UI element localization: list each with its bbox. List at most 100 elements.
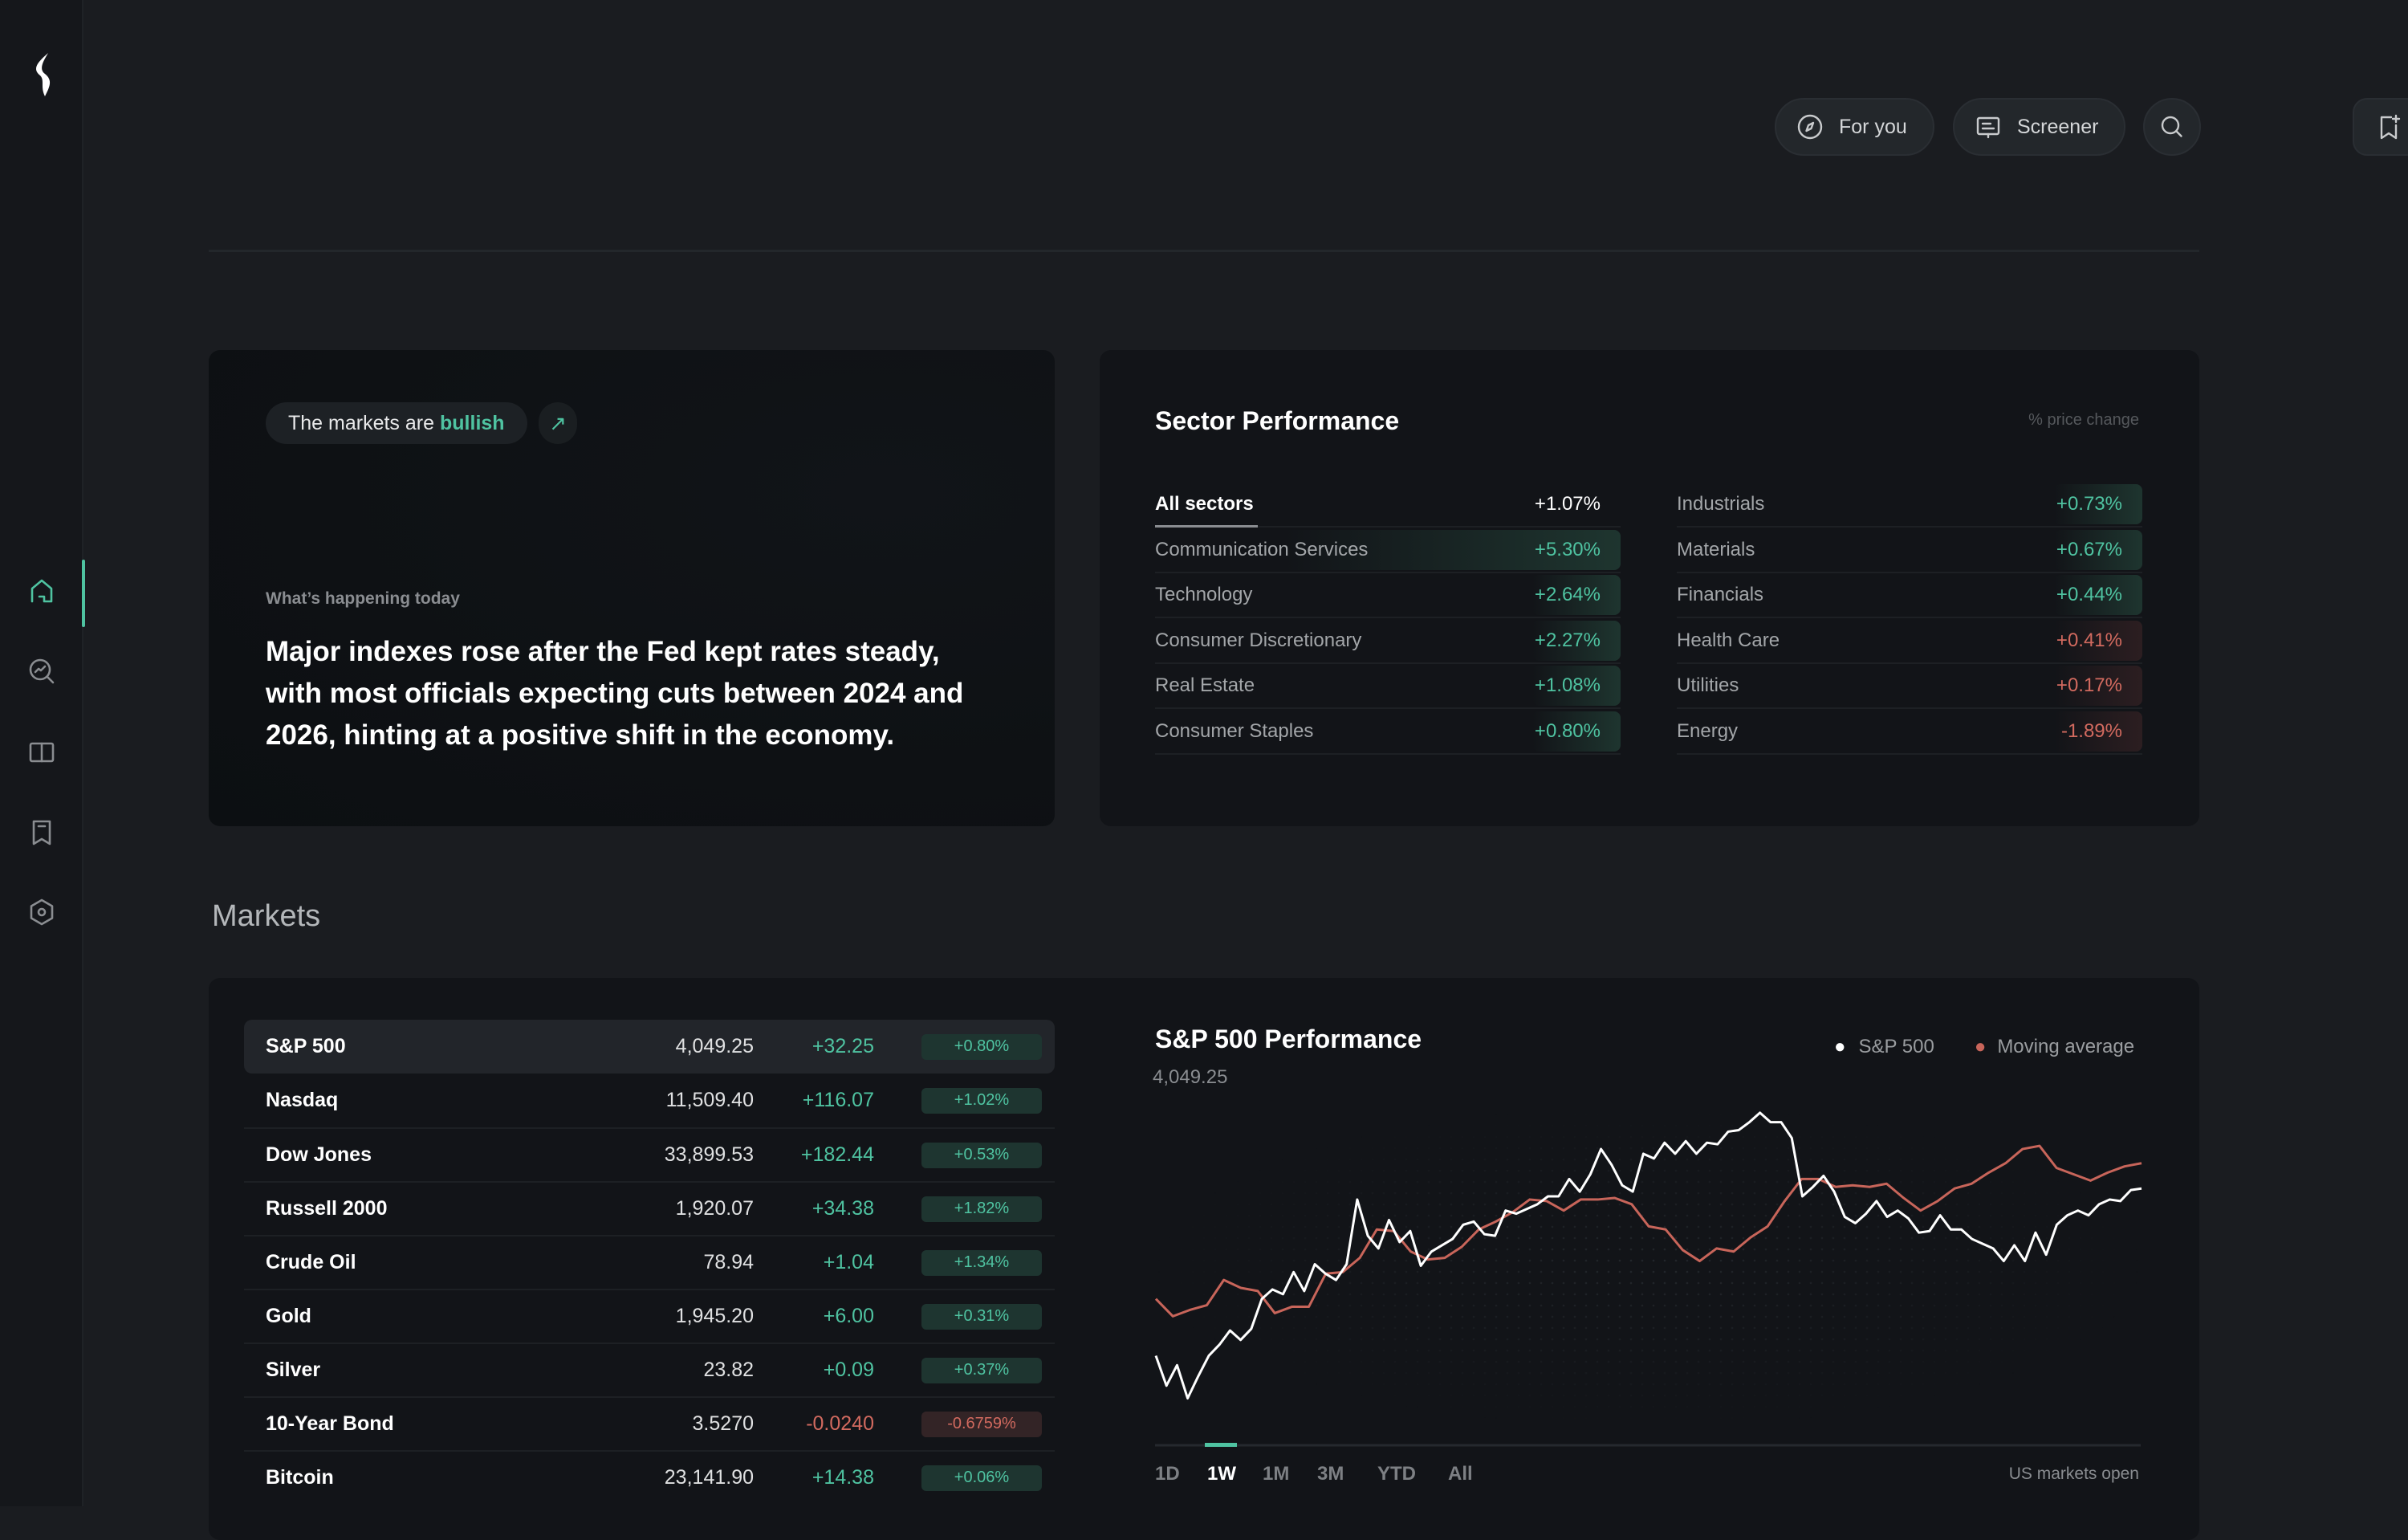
sentiment-tag[interactable]: The markets are bullish bbox=[266, 402, 527, 444]
home-icon bbox=[31, 579, 53, 603]
sector-value: +5.30% bbox=[1534, 538, 1601, 560]
market-row[interactable]: Crude Oil 78.94 +1.04 +1.34% bbox=[244, 1235, 1055, 1289]
market-name: Russell 2000 bbox=[266, 1197, 388, 1220]
market-change: +116.07 bbox=[802, 1089, 874, 1111]
range-tab[interactable]: 1W bbox=[1207, 1463, 1236, 1485]
market-row[interactable]: Nasdaq 11,509.40 +116.07 +1.02% bbox=[244, 1074, 1055, 1127]
sector-value: -1.89% bbox=[2060, 719, 2122, 742]
sector-bar bbox=[2054, 711, 2142, 752]
nav-learn[interactable] bbox=[24, 735, 59, 770]
market-row[interactable]: Bitcoin 23,141.90 +14.38 +0.06% bbox=[244, 1450, 1055, 1504]
market-percent-badge: +0.80% bbox=[921, 1033, 1042, 1060]
sp500-line-chart[interactable] bbox=[0, 0, 2408, 1506]
sector-bar bbox=[1532, 666, 1621, 706]
bookmark-add-icon bbox=[2380, 114, 2401, 140]
sector-bar bbox=[2054, 575, 2142, 615]
sector-value: +0.17% bbox=[2056, 674, 2122, 696]
sector-bar bbox=[2054, 484, 2142, 524]
screener-button[interactable]: Screener bbox=[1953, 98, 2126, 156]
market-price: 11,509.40 bbox=[665, 1089, 754, 1111]
legend-label: S&P 500 bbox=[1858, 1036, 1934, 1057]
sentiment-prefix: The markets are bbox=[288, 411, 435, 434]
sector-name: Utilities bbox=[1677, 674, 1739, 696]
market-percent-badge: +1.34% bbox=[921, 1249, 1042, 1276]
sector-value: +0.41% bbox=[2056, 629, 2122, 651]
range-tab[interactable]: All bbox=[1448, 1463, 1473, 1485]
market-change: -0.0240 bbox=[806, 1412, 874, 1435]
sector-bar bbox=[1532, 575, 1621, 615]
market-name: S&P 500 bbox=[266, 1035, 346, 1057]
market-row[interactable]: Silver 23.82 +0.09 +0.37% bbox=[244, 1342, 1055, 1396]
bookmark-icon bbox=[32, 820, 51, 845]
market-change: +14.38 bbox=[811, 1466, 874, 1489]
market-price: 3.5270 bbox=[692, 1412, 754, 1435]
sector-bar bbox=[2054, 620, 2142, 661]
sector-row[interactable]: Financials +0.44% bbox=[1677, 573, 2142, 618]
nav-explore[interactable] bbox=[24, 654, 59, 689]
nav-home[interactable] bbox=[24, 574, 59, 609]
market-percent-badge: +0.31% bbox=[921, 1303, 1042, 1330]
sector-row[interactable]: Energy -1.89% bbox=[1677, 710, 2142, 755]
market-row[interactable]: Russell 2000 1,920.07 +34.38 +1.82% bbox=[244, 1181, 1055, 1235]
sector-row[interactable]: Communication Services +5.30% bbox=[1155, 528, 1621, 573]
market-price: 1,920.07 bbox=[675, 1197, 754, 1220]
chart-title: S&P 500 Performance bbox=[1155, 1025, 1422, 1053]
sector-row[interactable]: Consumer Discretionary +2.27% bbox=[1155, 619, 1621, 664]
legend-moving-average: ● Moving average bbox=[1975, 1036, 2134, 1058]
for-you-label: For you bbox=[1839, 115, 1907, 138]
market-price: 23.82 bbox=[703, 1359, 754, 1381]
header-divider bbox=[209, 250, 2199, 252]
screener-label: Screener bbox=[2017, 115, 2099, 138]
market-row[interactable]: 10-Year Bond 3.5270 -0.0240 -0.6759% bbox=[244, 1396, 1055, 1450]
sector-name: All sectors bbox=[1155, 493, 1254, 515]
sector-row[interactable]: Real Estate +1.08% bbox=[1155, 664, 1621, 709]
legend-dot-red: ● bbox=[1974, 1036, 1987, 1057]
range-tab[interactable]: 1M bbox=[1263, 1463, 1290, 1485]
screener-icon bbox=[1976, 116, 2000, 139]
nav-settings[interactable] bbox=[24, 894, 59, 930]
logo-icon[interactable] bbox=[29, 51, 56, 98]
book-icon bbox=[29, 742, 55, 763]
sector-name: Consumer Discretionary bbox=[1155, 629, 1362, 651]
range-tab[interactable]: YTD bbox=[1377, 1463, 1416, 1485]
market-percent-badge: +1.02% bbox=[921, 1087, 1042, 1114]
nav-watchlist[interactable] bbox=[24, 815, 59, 850]
sector-value: +0.67% bbox=[2056, 538, 2122, 560]
market-percent-badge: +1.82% bbox=[921, 1196, 1042, 1222]
sector-bar bbox=[1532, 620, 1621, 661]
hero-headline: Major indexes rose after the Fed kept ra… bbox=[266, 636, 964, 751]
range-tab[interactable]: 3M bbox=[1317, 1463, 1344, 1485]
hero-subtitle: What’s happening today bbox=[266, 589, 460, 608]
sector-row[interactable]: Health Care +0.41% bbox=[1677, 619, 2142, 664]
market-name: Gold bbox=[266, 1305, 311, 1327]
market-row[interactable]: S&P 500 4,049.25 +32.25 +0.80% bbox=[244, 1020, 1055, 1074]
market-name: Nasdaq bbox=[266, 1089, 339, 1111]
sidebar bbox=[0, 0, 83, 1506]
sector-performance-card: Sector Performance % price change All se… bbox=[1100, 350, 2199, 826]
sector-name: Health Care bbox=[1677, 629, 1780, 651]
sector-value: +1.08% bbox=[1534, 674, 1601, 696]
sector-name: Real Estate bbox=[1155, 674, 1255, 696]
market-price: 4,049.25 bbox=[675, 1035, 754, 1057]
sector-row[interactable]: Utilities +0.17% bbox=[1677, 664, 2142, 709]
market-row[interactable]: Gold 1,945.20 +6.00 +0.31% bbox=[244, 1289, 1055, 1342]
range-tab[interactable]: 1D bbox=[1155, 1463, 1180, 1485]
search-button[interactable] bbox=[2143, 98, 2201, 156]
sector-value: +0.44% bbox=[2056, 584, 2122, 605]
market-percent-badge: -0.6759% bbox=[921, 1411, 1042, 1437]
for-you-button[interactable]: For you bbox=[1775, 98, 1934, 156]
sector-row[interactable]: Industrials +0.73% bbox=[1677, 483, 2142, 528]
market-row[interactable]: Dow Jones 33,899.53 +182.44 +0.53% bbox=[244, 1127, 1055, 1181]
sentiment-value: bullish bbox=[440, 411, 505, 434]
sector-row[interactable]: Materials +0.67% bbox=[1677, 528, 2142, 573]
market-status: US markets open bbox=[2008, 1465, 2139, 1483]
arrow-up-right-icon[interactable]: ↗ bbox=[539, 402, 577, 444]
saved-button[interactable] bbox=[2353, 98, 2408, 156]
sector-row[interactable]: Technology +2.64% bbox=[1155, 573, 1621, 618]
sector-row[interactable]: Consumer Staples +0.80% bbox=[1155, 710, 1621, 755]
sector-name: Industrials bbox=[1677, 493, 1765, 515]
market-change: +182.44 bbox=[800, 1143, 874, 1166]
sector-row[interactable]: All sectors +1.07% bbox=[1155, 483, 1621, 528]
sector-bar bbox=[2054, 666, 2142, 706]
chart-legend: ● S&P 500 ● Moving average bbox=[1834, 1036, 2134, 1058]
